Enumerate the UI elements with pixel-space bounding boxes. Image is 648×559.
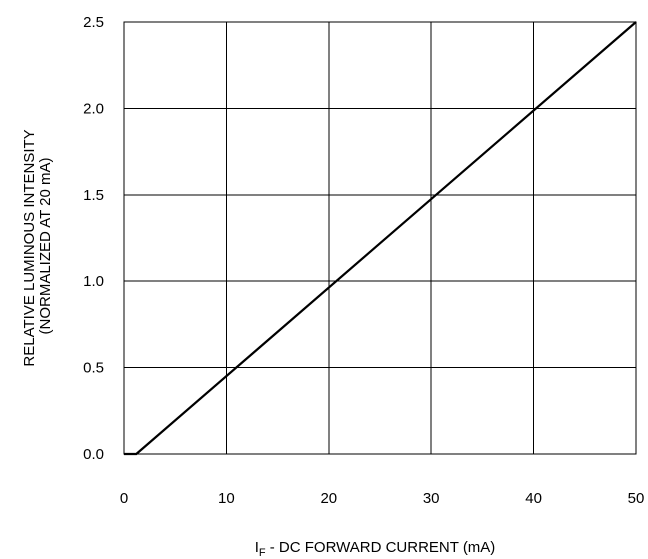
y-tick-label: 2.5 bbox=[83, 14, 104, 31]
x-axis-ticks: 0 10 20 30 40 50 bbox=[120, 490, 645, 507]
y-tick-label: 1.5 bbox=[83, 187, 104, 204]
x-axis-title: IF - DC FORWARD CURRENT (mA) bbox=[255, 539, 496, 559]
x-axis-title-rest: - DC FORWARD CURRENT (mA) bbox=[266, 539, 496, 556]
y-axis-title-line1: RELATIVE LUMINOUS INTENSITY bbox=[21, 129, 38, 366]
x-tick-label: 40 bbox=[525, 490, 542, 507]
intensity-curve bbox=[124, 21, 637, 456]
y-axis-title-line2: (NORMALIZED AT 20 mA) bbox=[37, 158, 54, 335]
y-tick-label: 0.0 bbox=[83, 446, 104, 463]
x-tick-label: 50 bbox=[628, 490, 645, 507]
x-axis-title-main: I bbox=[255, 539, 259, 556]
y-tick-label: 0.5 bbox=[83, 360, 104, 377]
plot-area bbox=[123, 21, 637, 455]
x-axis-title-subscript: F bbox=[259, 547, 266, 559]
y-tick-label: 2.0 bbox=[83, 100, 104, 117]
grid bbox=[123, 21, 637, 455]
y-axis-title: RELATIVE LUMINOUS INTENSITY (NORMALIZED … bbox=[21, 125, 54, 366]
y-tick-label: 1.0 bbox=[83, 273, 104, 290]
y-axis-ticks: 0.0 0.5 1.0 1.5 2.0 2.5 bbox=[83, 14, 104, 463]
x-tick-label: 0 bbox=[120, 490, 128, 507]
x-tick-label: 10 bbox=[218, 490, 235, 507]
x-tick-label: 30 bbox=[423, 490, 440, 507]
x-tick-label: 20 bbox=[320, 490, 337, 507]
